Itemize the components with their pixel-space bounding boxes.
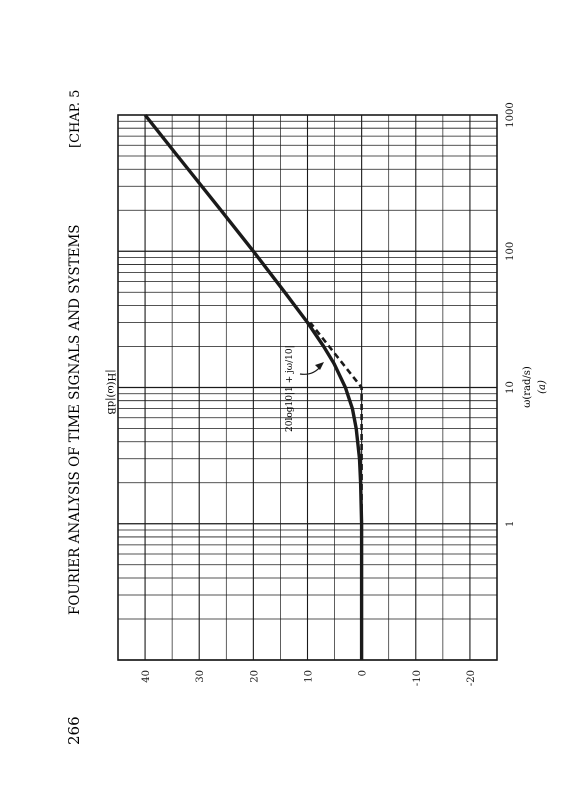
y-tick-label: 10 (304, 670, 315, 683)
curve-annotation: 20log10|1 + jω/10| (285, 345, 295, 432)
x-tick-label: 1000 (505, 102, 516, 127)
grid (117, 115, 498, 661)
y-tick-label: -10 (412, 670, 423, 686)
x-tick-label: 1 (505, 521, 516, 527)
x-axis-label: ω(rad/s) (522, 366, 533, 408)
magnitude-curve (143, 113, 364, 660)
y-tick-label: 20 (249, 670, 260, 683)
asymptote-line (309, 321, 363, 660)
y-axis-label: |H(ω)|dB (105, 369, 116, 414)
subfigure-label: (a) (537, 380, 548, 394)
y-tick-label: 0 (358, 670, 369, 676)
running-title: FOURIER ANALYSIS OF TIME SIGNALS AND SYS… (67, 224, 83, 615)
y-tick-label: 40 (141, 670, 152, 683)
y-tick-label: 30 (195, 670, 206, 683)
series-layer (143, 113, 364, 660)
x-tick-label: 100 (505, 242, 516, 261)
page-number: 266 (65, 716, 83, 745)
annotation-arrowhead (315, 362, 324, 370)
chapter-label: [CHAP. 5 (68, 90, 83, 148)
y-tick-label: -20 (466, 670, 477, 686)
plot-frame (117, 114, 498, 661)
x-tick-label: 10 (505, 381, 516, 394)
